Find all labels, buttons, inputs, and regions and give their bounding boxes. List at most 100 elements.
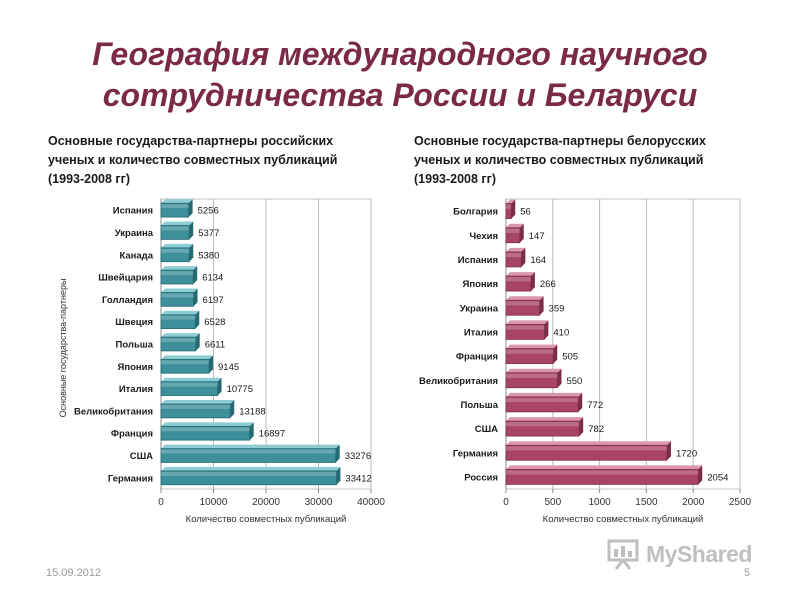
ru-chart-bar [160,225,190,240]
by-chart-bar-top [506,223,524,228]
by-chart-bar-end [539,296,544,316]
by-chart-bar-end [579,417,584,437]
ru-chart-bar-top [161,243,194,248]
ru-chart-bar-highlight [161,405,231,409]
ru-chart-category-label: Швейцария [98,273,153,284]
by-chart-value-label: 56 [520,207,531,218]
ru-chart-bar-top [161,333,200,338]
ru-chart-bar [160,358,210,374]
ru-chart-bar-highlight [161,338,196,342]
slide-page-number: 5 [744,567,751,579]
ru-chart-category-label: Япония [118,362,154,373]
ru-chart-bar-highlight [161,271,194,276]
by-chart-bar-end [578,392,583,412]
by-chart-bar-highlight [506,470,699,475]
by-chart-category-label: Россия [464,472,498,483]
ru-chart-bar [160,381,218,396]
ru-chart-bar-top [161,444,340,449]
chart-right-subtitle-line-3: (1993-2008 гг) [414,172,496,186]
by-chart-bar-top [506,441,671,446]
ru-chart-value-label: 6611 [205,340,225,351]
chart-left-subtitle: Основные государства-партнеры российских… [48,132,378,189]
by-chart-bar-top [506,368,562,373]
by-chart-value-label: 772 [587,400,603,411]
ru-chart-bar-highlight [161,360,210,365]
ru-chart-value-label: 5256 [198,206,219,217]
ru-chart-value-label: 5377 [198,228,219,239]
ru-chart-bar-end [193,266,198,284]
by-chart-value-label: 359 [549,303,565,314]
by-chart-bar [505,275,532,292]
by-chart-value-label: 2054 [707,472,728,483]
ru-chart-bar-top [161,199,193,204]
by-chart-x-tick-label: 0 [503,497,509,508]
by-chart-bar-end [511,199,516,219]
ru-chart-category-label: Швеция [115,317,153,328]
by-chart-x-tick-label: 2500 [729,497,752,508]
ru-chart-bar [160,448,337,463]
ru-chart-value-label: 5380 [198,250,219,261]
by-chart-bar-highlight [506,349,554,354]
ru-chart-value-label: 6528 [204,317,225,328]
by-chart-bar-end [521,247,526,267]
ru-chart-bar-highlight [161,471,337,476]
ru-chart-category-label: США [130,451,153,462]
by-chart-bar-top [506,320,549,325]
ru-chart-bar-end [335,444,340,463]
ru-chart-bar-top [161,221,194,226]
ru-chart-bar-end [193,288,198,307]
ru-chart-value-label: 33412 [345,473,371,484]
ru-chart-bar-highlight [161,449,336,454]
by-chart-bar-highlight [506,301,540,306]
by-chart-category-label: Украина [460,303,499,314]
ru-chart-x-tick-label: 0 [158,497,164,508]
chart-left-subtitle-line-1: Основные государства-партнеры российских [48,134,334,148]
by-chart-bar-top [506,417,584,422]
ru-chart-bar-end [249,422,254,441]
by-chart-bar-top [506,344,558,349]
ru-chart-bar [160,470,337,486]
by-chart-bar [505,299,541,316]
by-chart-bar [505,444,668,461]
by-chart-bar-highlight [506,228,520,233]
ru-chart-bar-highlight [161,293,194,298]
by-chart-bar-top [506,272,535,277]
by-chart-value-label: 1720 [676,448,697,459]
by-chart-value-label: 410 [553,327,569,338]
ru-chart-category-label: Италия [119,384,153,395]
presentation-icon [607,539,639,570]
ru-chart-bar-end [230,400,235,418]
ru-chart-bar-highlight [161,427,250,432]
ru-chart-bar-end [189,243,194,262]
ru-chart-x-axis-title: Количество совместных публикаций [186,514,347,525]
ru-chart-category-label: Украина [115,228,154,239]
ru-chart-value-label: 10775 [227,384,253,395]
by-chart-bar [505,372,558,389]
by-chart-bar-top [506,392,583,397]
by-chart-category-label: США [475,424,498,435]
by-chart-value-label: 147 [529,231,545,242]
ru-chart-bar [160,336,197,352]
ru-chart-bar [160,314,196,330]
by-chart-bar [505,396,579,413]
ru-chart-bar [160,247,190,263]
watermark: MyShared [606,536,752,572]
ru-chart-category-label: Германия [108,473,153,484]
by-chart-bar-highlight [506,446,667,451]
by-chart-value-label: 505 [562,352,578,363]
by-chart-bar-end [557,368,562,388]
ru-chart-bar-top [161,466,341,471]
ru-chart-bar [160,425,251,441]
ru-chart-bar-top [161,377,222,382]
ru-chart-bar-highlight [161,248,190,253]
by-chart-bar-highlight [506,204,512,209]
by-chart-bar [505,469,699,485]
ru-chart-bar-end [195,333,200,351]
by-chart-bar-end [698,465,703,485]
chart-right-subtitle-line-2: ученых и количество совместных публикаци… [414,153,704,167]
by-chart-category-label: Япония [463,279,499,290]
ru-chart-value-label: 16897 [259,429,285,440]
ru-chart-value-label: 13188 [239,406,265,417]
ru-chart-bar-top [161,310,200,315]
